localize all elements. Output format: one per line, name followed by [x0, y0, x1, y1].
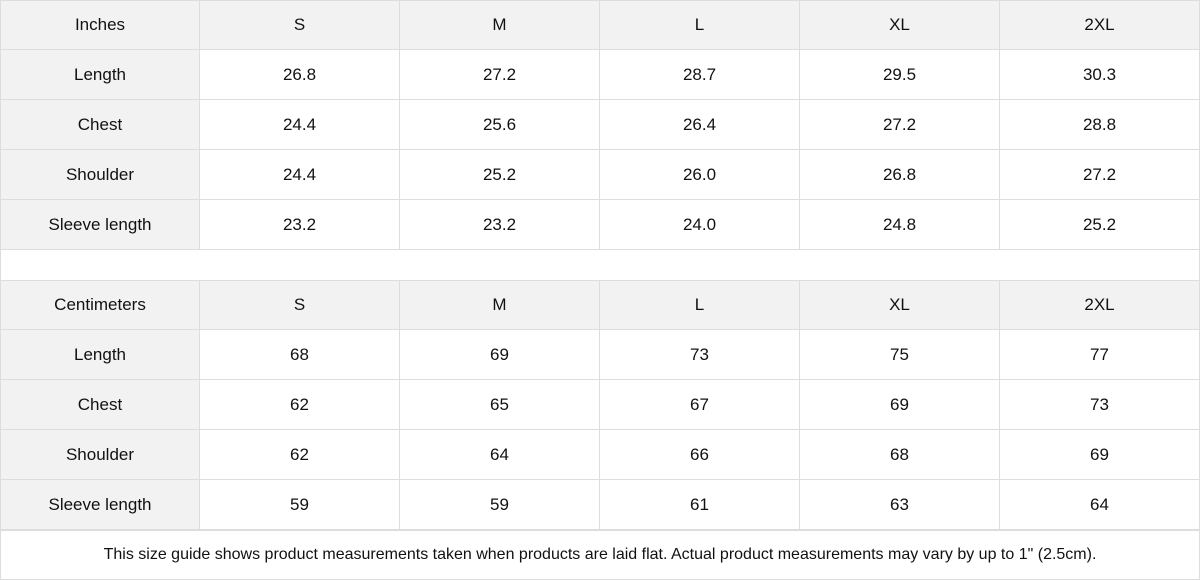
measurement-value: 23.2: [400, 200, 600, 250]
measurement-value: 24.4: [200, 150, 400, 200]
measurement-value: 64: [1000, 480, 1200, 530]
measurement-value: 67: [600, 380, 800, 430]
unit-header: Inches: [0, 0, 200, 50]
measurement-value: 26.4: [600, 100, 800, 150]
measurement-value: 30.3: [1000, 50, 1200, 100]
measurement-value: 69: [400, 330, 600, 380]
measurement-value: 27.2: [400, 50, 600, 100]
measurement-value: 59: [400, 480, 600, 530]
measurement-value: 24.0: [600, 200, 800, 250]
size-header: M: [400, 280, 600, 330]
measurement-label: Sleeve length: [0, 200, 200, 250]
measurement-value: 23.2: [200, 200, 400, 250]
measurement-value: 64: [400, 430, 600, 480]
measurement-value: 62: [200, 430, 400, 480]
measurement-label: Chest: [0, 380, 200, 430]
unit-header: Centimeters: [0, 280, 200, 330]
measurement-value: 25.6: [400, 100, 600, 150]
measurement-value: 65: [400, 380, 600, 430]
measurement-value: 69: [1000, 430, 1200, 480]
measurement-label: Shoulder: [0, 150, 200, 200]
size-header: M: [400, 0, 600, 50]
measurement-value: 77: [1000, 330, 1200, 380]
table-spacer: [0, 250, 1200, 280]
size-header: 2XL: [1000, 0, 1200, 50]
size-header: L: [600, 280, 800, 330]
measurement-value: 73: [1000, 380, 1200, 430]
measurement-value: 69: [800, 380, 1000, 430]
measurement-value: 26.8: [800, 150, 1000, 200]
size-header: L: [600, 0, 800, 50]
size-header: S: [200, 0, 400, 50]
measurement-label: Length: [0, 330, 200, 380]
measurement-value: 26.8: [200, 50, 400, 100]
measurement-value: 66: [600, 430, 800, 480]
centimeters-table: Centimeters S M L XL 2XL Length 68 69 73 75 77 Chest…: [0, 280, 1200, 530]
measurement-value: 63: [800, 480, 1000, 530]
measurement-value: 61: [600, 480, 800, 530]
measurement-value: 59: [200, 480, 400, 530]
measurement-value: 29.5: [800, 50, 1000, 100]
measurement-value: 28.8: [1000, 100, 1200, 150]
measurement-label: Shoulder: [0, 430, 200, 480]
measurement-value: 62: [200, 380, 400, 430]
measurement-value: 24.8: [800, 200, 1000, 250]
measurement-value: 73: [600, 330, 800, 380]
size-header: 2XL: [1000, 280, 1200, 330]
measurement-value: 25.2: [1000, 200, 1200, 250]
measurement-label: Length: [0, 50, 200, 100]
measurement-value: 24.4: [200, 100, 400, 150]
measurement-label: Chest: [0, 100, 200, 150]
measurement-value: 68: [800, 430, 1000, 480]
measurement-value: 28.7: [600, 50, 800, 100]
size-header: XL: [800, 0, 1000, 50]
measurement-value: 27.2: [800, 100, 1000, 150]
size-header: XL: [800, 280, 1000, 330]
measurement-value: 27.2: [1000, 150, 1200, 200]
measurement-label: Sleeve length: [0, 480, 200, 530]
measurement-value: 26.0: [600, 150, 800, 200]
measurement-value: 75: [800, 330, 1000, 380]
inches-table: Inches S M L XL 2XL Length 26.8 27.2 28.7 29.5 30.3…: [0, 0, 1200, 250]
size-header: S: [200, 280, 400, 330]
size-guide-note: This size guide shows product measuremen…: [0, 530, 1200, 580]
measurement-value: 25.2: [400, 150, 600, 200]
measurement-value: 68: [200, 330, 400, 380]
